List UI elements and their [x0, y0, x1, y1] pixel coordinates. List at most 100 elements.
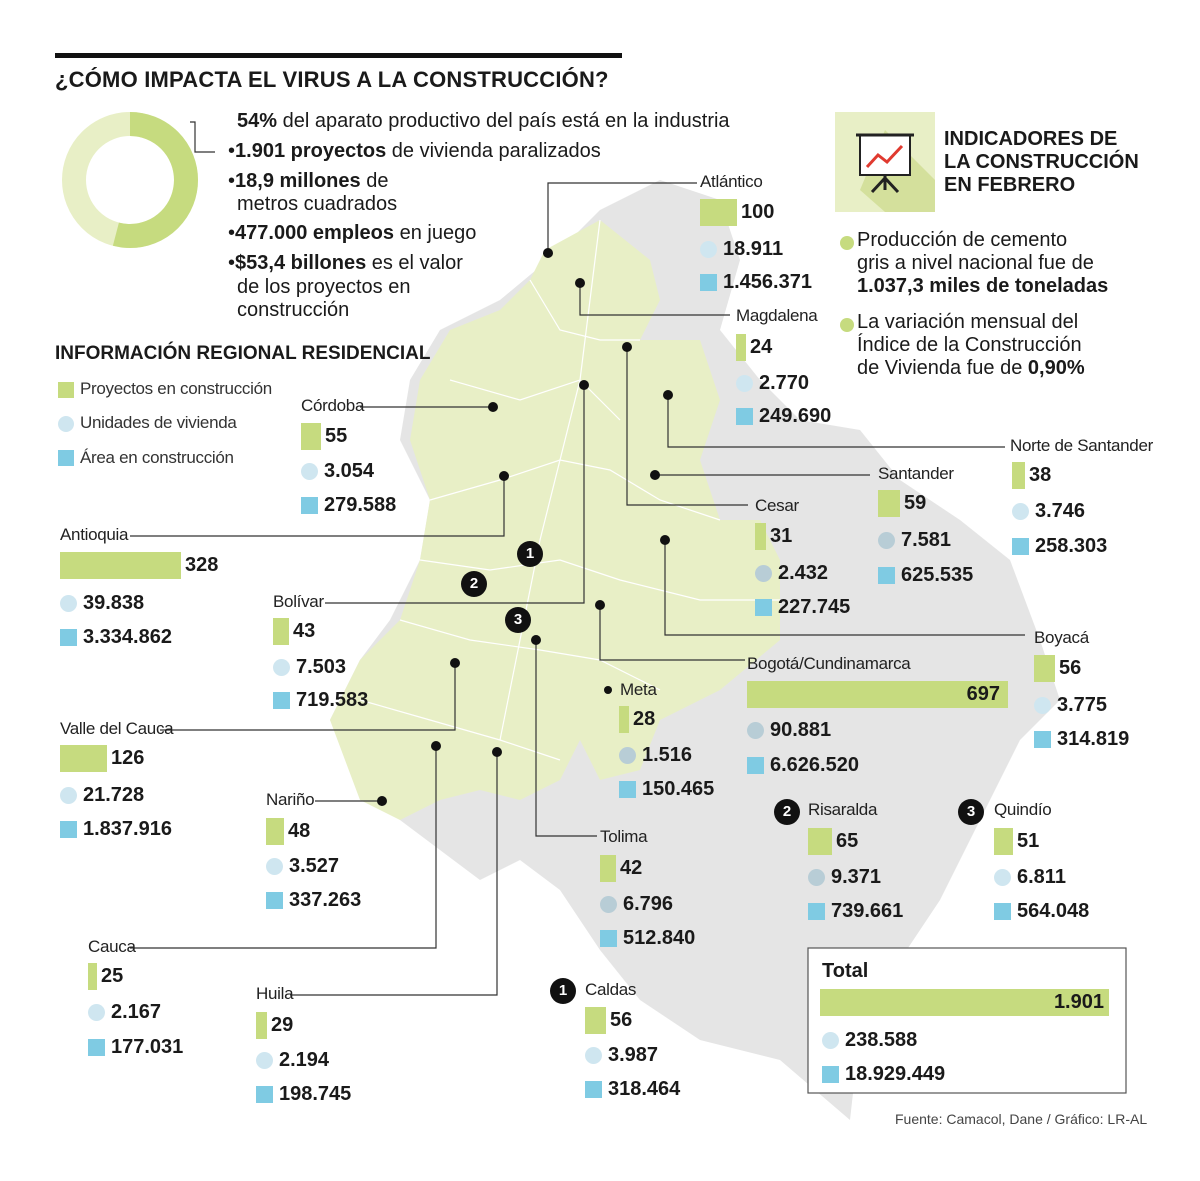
bullet-3: •18,9 millones de [228, 170, 389, 192]
huila-units: 2.194 [279, 1049, 330, 1071]
legend-projects-label: Proyectos en construcción [80, 379, 272, 398]
valle-units-icon [60, 787, 77, 804]
total-area: 18.929.449 [845, 1063, 946, 1085]
bullet-4: •477.000 empleos en juego [228, 222, 477, 244]
legend-area-swatch [58, 450, 74, 466]
cauca-projects-bar [88, 963, 97, 990]
bolivar-units-icon [273, 659, 290, 676]
antioquia-units-icon [60, 595, 77, 612]
quindio-name: Quindío [994, 800, 1052, 819]
regional-title: INFORMACIÓN REGIONAL RESIDENCIAL [55, 343, 431, 364]
bogota-area: 6.626.520 [770, 754, 859, 776]
map-highlight-region [330, 220, 780, 820]
risaralda-name: Risaralda [808, 800, 878, 819]
boyaca-name: Boyacá [1034, 628, 1089, 647]
risaralda-units: 9.371 [831, 866, 882, 888]
indicator-1: Producción de cemento gris a nivel nacio… [857, 229, 1109, 297]
quindio-units: 6.811 [1017, 866, 1066, 888]
antioquia-units: 39.838 [83, 592, 145, 614]
presentation-chart-icon [856, 133, 914, 194]
bogota-units-icon [747, 722, 764, 739]
risaralda-projects-bar [808, 828, 832, 855]
meta-units: 1.516 [642, 744, 693, 766]
santander-area: 625.535 [901, 564, 974, 586]
cesar-projects-bar [755, 523, 766, 550]
magdalena-area: 249.690 [759, 405, 832, 427]
narino-area: 337.263 [289, 889, 362, 911]
santander-name: Santander [878, 464, 954, 483]
cordoba-name: Córdoba [301, 396, 365, 415]
caldas-badge: 1 [550, 978, 576, 1004]
antioquia-area-icon [60, 629, 77, 646]
magdalena-units: 2.770 [759, 372, 810, 394]
source-note: Fuente: Camacol, Dane / Gráfico: LR-AL [895, 1111, 1148, 1127]
cesar-area-icon [755, 599, 772, 616]
huila-area-icon [256, 1086, 273, 1103]
bogota-projects: 697 [966, 683, 1000, 705]
total-projects: 1.901 [1053, 991, 1104, 1013]
antioquia-name: Antioquia [60, 525, 129, 544]
narino-name: Nariño [266, 790, 315, 809]
norte-units: 3.746 [1035, 500, 1086, 522]
santander-area-icon [878, 567, 895, 584]
santander-units-icon [878, 532, 895, 549]
total-bar [820, 989, 1109, 1016]
cordoba-units-icon [301, 463, 318, 480]
page-title: ¿CÓMO IMPACTA EL VIRUS A LA CONSTRUCCIÓN… [55, 67, 609, 92]
risaralda-projects: 65 [836, 830, 859, 852]
norte-projects-bar [1012, 462, 1025, 489]
bolivar-projects: 43 [293, 620, 316, 642]
meta-projects: 28 [633, 708, 656, 730]
cordoba-projects-bar [301, 423, 321, 450]
quindio-area: 564.048 [1017, 900, 1090, 922]
meta-area-icon [619, 781, 636, 798]
bogota-area-icon [747, 757, 764, 774]
cesar-name: Cesar [755, 496, 799, 515]
norte-name: Norte de Santander [1010, 436, 1153, 455]
narino-units-icon [266, 858, 283, 875]
boyaca-projects-bar [1034, 655, 1055, 682]
map-badge-caldas: 1 [517, 541, 543, 567]
quindio-area-icon [994, 903, 1011, 920]
santander-projects: 59 [904, 492, 927, 514]
norte-area: 258.303 [1035, 535, 1108, 557]
total-label: Total [822, 960, 869, 982]
narino-projects: 48 [288, 820, 311, 842]
meta-area: 150.465 [642, 778, 715, 800]
magdalena-units-icon [736, 375, 753, 392]
caldas-name: Caldas [585, 980, 637, 999]
boyaca-units-icon [1034, 697, 1051, 714]
tolima-area-icon [600, 930, 617, 947]
quindio-projects: 51 [1017, 830, 1040, 852]
cesar-units-icon [755, 565, 772, 582]
boyaca-area-icon [1034, 731, 1051, 748]
narino-units: 3.527 [289, 855, 340, 877]
donut-fill [62, 112, 198, 248]
valle-projects: 126 [111, 747, 145, 769]
bullet-2: •1.901 proyectos de vivienda paralizados [228, 140, 601, 162]
total-box [807, 947, 1127, 1094]
bullet-1: 54% del aparato productivo del país está… [237, 110, 730, 132]
cauca-name: Cauca [88, 937, 136, 956]
legend-area-label: Área en construcción [80, 448, 234, 467]
norte-projects: 38 [1029, 464, 1052, 486]
norte-area-icon [1012, 538, 1029, 555]
boyaca-units: 3.775 [1057, 694, 1108, 716]
risaralda-area: 739.661 [831, 900, 904, 922]
santander-units: 7.581 [901, 529, 952, 551]
tolima-projects: 42 [620, 857, 643, 879]
indicator-bullet-2 [840, 318, 854, 332]
meta-name: Meta [620, 680, 657, 699]
huila-projects: 29 [271, 1014, 294, 1036]
caldas-area: 318.464 [608, 1078, 681, 1100]
quindio-projects-bar [994, 828, 1013, 855]
boyaca-area: 314.819 [1057, 728, 1130, 750]
indicator-2: La variación mensual del Índice de la Co… [857, 311, 1085, 379]
valle-units: 21.728 [83, 784, 145, 806]
bullet-5-cont: de los proyectos en [237, 276, 411, 298]
atlantico-projects-bar [700, 199, 737, 226]
risaralda-area-icon [808, 903, 825, 920]
cauca-units-icon [88, 1004, 105, 1021]
meta-projects-bar [619, 706, 629, 733]
